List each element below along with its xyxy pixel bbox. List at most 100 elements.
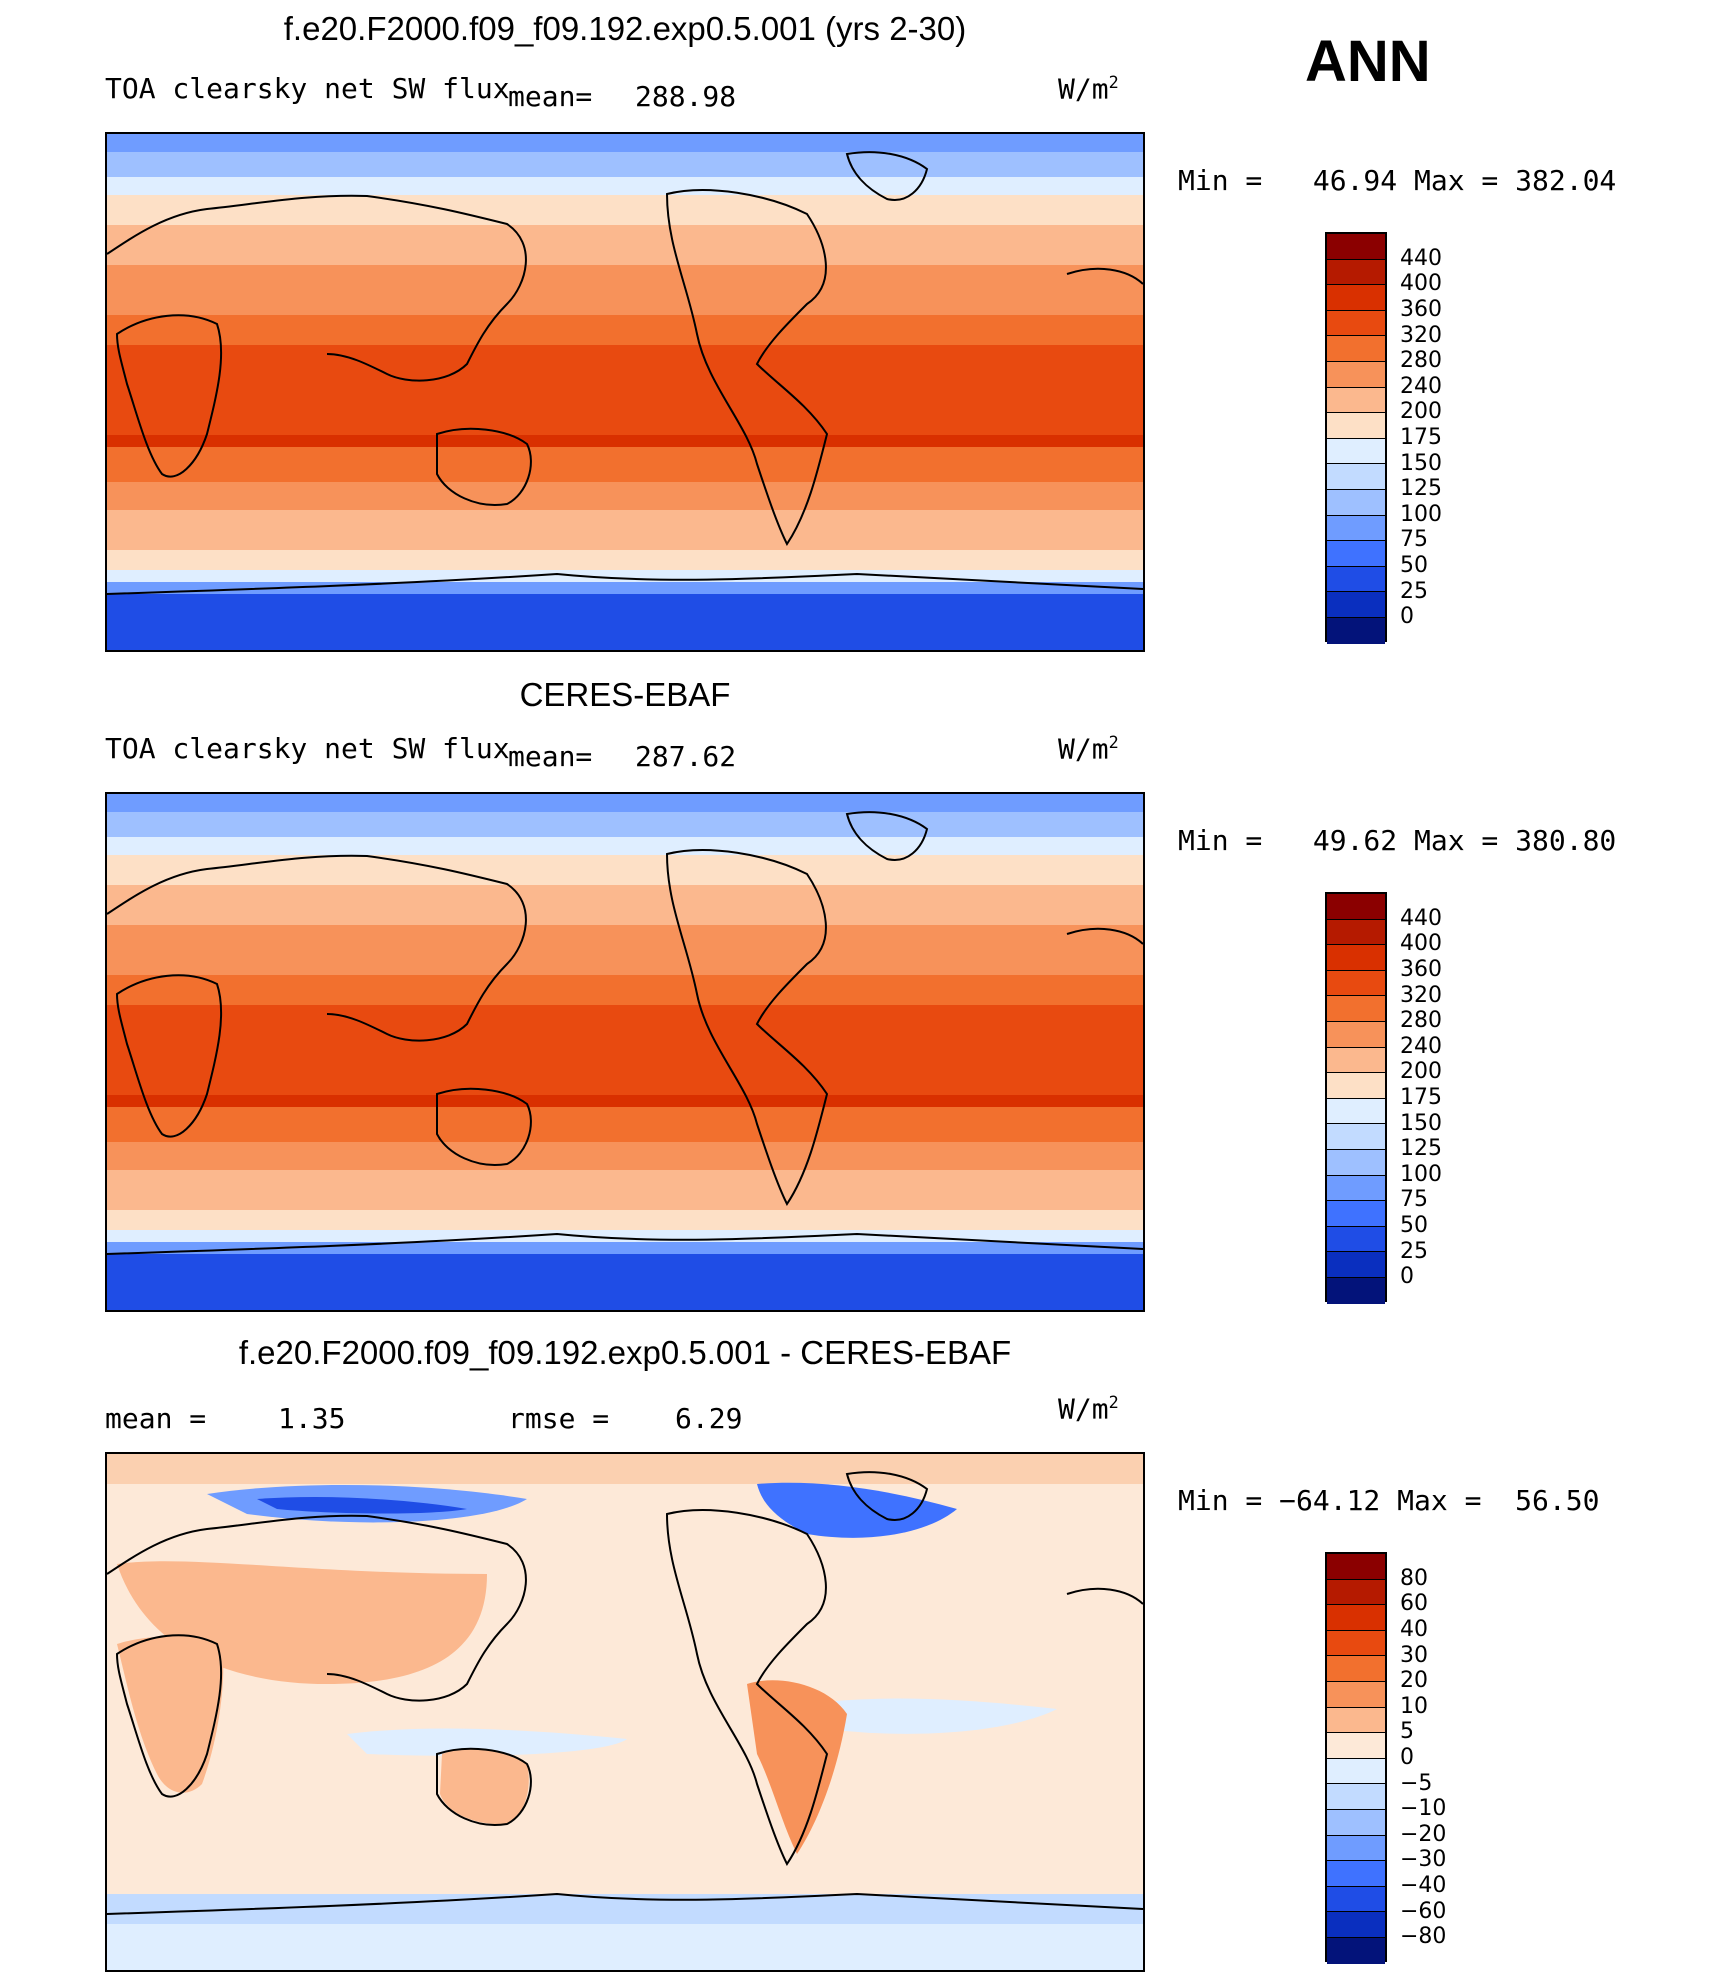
band bbox=[107, 1254, 1143, 1310]
colorbar-tick: 20 bbox=[1400, 1668, 1428, 1693]
colorbar-cell bbox=[1327, 996, 1385, 1022]
colorbar-cell bbox=[1327, 1554, 1385, 1580]
colorbar-cell bbox=[1327, 438, 1385, 465]
colorbar-cell bbox=[1327, 285, 1385, 311]
colorbar-cell bbox=[1327, 515, 1385, 542]
colorbar-tick: 40 bbox=[1400, 1617, 1428, 1642]
colorbar-tick: 75 bbox=[1400, 527, 1428, 552]
anomaly bbox=[757, 1482, 957, 1538]
colorbar-cell bbox=[1327, 464, 1385, 490]
anomaly bbox=[747, 1680, 847, 1854]
colorbar-cell bbox=[1327, 1681, 1385, 1708]
colorbar-tick: 440 bbox=[1400, 246, 1442, 271]
colorbar-cell bbox=[1327, 970, 1385, 997]
colorbar-cell bbox=[1327, 919, 1385, 946]
panel2-mean-value: 287.62 bbox=[635, 740, 737, 773]
band bbox=[107, 855, 1143, 885]
band bbox=[107, 1005, 1143, 1095]
panel2-units: W/m2 bbox=[1058, 732, 1119, 766]
colorbar-tick: −80 bbox=[1400, 1924, 1447, 1949]
band bbox=[107, 345, 1143, 435]
colorbar-cell bbox=[1327, 1021, 1385, 1048]
panel1-minmax: Min = 46.94 Max = 382.04 bbox=[1178, 164, 1617, 197]
panel1-mean-value: 288.98 bbox=[635, 80, 737, 113]
panel1-colorbar bbox=[1325, 232, 1387, 644]
band bbox=[107, 134, 1143, 152]
colorbar-cell bbox=[1327, 1201, 1385, 1227]
colorbar-tick: 240 bbox=[1400, 1034, 1442, 1059]
panel1-mean-label: mean= bbox=[508, 80, 593, 113]
colorbar-cell bbox=[1327, 1252, 1385, 1278]
band bbox=[107, 812, 1143, 837]
anomaly bbox=[347, 1728, 627, 1756]
colorbar-tick: 175 bbox=[1400, 425, 1442, 450]
band bbox=[107, 1107, 1143, 1142]
season-label: ANN bbox=[1305, 29, 1431, 94]
colorbar-cell bbox=[1327, 541, 1385, 567]
colorbar-tick: 280 bbox=[1400, 1008, 1442, 1033]
coastlines bbox=[107, 1471, 1143, 1915]
colorbar-cell bbox=[1327, 566, 1385, 593]
anomaly bbox=[807, 1698, 1057, 1734]
colorbar-tick: 150 bbox=[1400, 1111, 1442, 1136]
colorbar-cell bbox=[1327, 1912, 1385, 1938]
colorbar-cell bbox=[1327, 1630, 1385, 1657]
panel3-rmse-label: rmse = bbox=[508, 1402, 610, 1435]
band bbox=[107, 510, 1143, 550]
band bbox=[107, 975, 1143, 1005]
colorbar-cell bbox=[1327, 1124, 1385, 1150]
colorbar-tick: 175 bbox=[1400, 1085, 1442, 1110]
colorbar-cell bbox=[1327, 945, 1385, 971]
colorbar-tick: 150 bbox=[1400, 451, 1442, 476]
panel2-colorbar-labels: 440 400 360 320 280 240 200 175 150 125 … bbox=[1400, 892, 1480, 1302]
band bbox=[107, 837, 1143, 855]
panel3-minmax: Min = −64.12 Max = 56.50 bbox=[1178, 1484, 1600, 1517]
band bbox=[107, 1454, 1143, 1484]
colorbar-tick: 10 bbox=[1400, 1694, 1428, 1719]
panel2-map bbox=[105, 792, 1145, 1312]
band bbox=[107, 315, 1143, 345]
colorbar-tick: 360 bbox=[1400, 957, 1442, 982]
band bbox=[107, 1924, 1143, 1970]
band bbox=[107, 482, 1143, 510]
panel1-colorbar-labels: 440 400 360 320 280 240 200 175 150 125 … bbox=[1400, 232, 1480, 642]
colorbar-cell bbox=[1327, 1937, 1385, 1964]
band bbox=[107, 885, 1143, 925]
panel2-mean-label: mean= bbox=[508, 740, 593, 773]
colorbar-tick: 0 bbox=[1400, 1264, 1414, 1289]
band bbox=[107, 1210, 1143, 1230]
panel2-variable: TOA clearsky net SW flux bbox=[105, 732, 510, 765]
colorbar-cell bbox=[1327, 1886, 1385, 1913]
colorbar-cell bbox=[1327, 1277, 1385, 1304]
band bbox=[107, 550, 1143, 570]
colorbar-tick: 25 bbox=[1400, 579, 1428, 604]
band bbox=[107, 1170, 1143, 1210]
band bbox=[107, 1142, 1143, 1170]
colorbar-cell bbox=[1327, 1579, 1385, 1606]
panel3-title: f.e20.F2000.f09_f09.192.exp0.5.001 - CER… bbox=[238, 1334, 1012, 1371]
colorbar-cell bbox=[1327, 336, 1385, 362]
colorbar-cell bbox=[1327, 1605, 1385, 1631]
anomaly bbox=[117, 1636, 224, 1793]
colorbar-tick: 125 bbox=[1400, 1136, 1442, 1161]
colorbar-tick: 320 bbox=[1400, 983, 1442, 1008]
panel3-rmse-value: 6.29 bbox=[675, 1402, 743, 1435]
colorbar-tick: 320 bbox=[1400, 323, 1442, 348]
colorbar-cell bbox=[1327, 234, 1385, 260]
colorbar-tick: −5 bbox=[1400, 1771, 1433, 1796]
colorbar-tick: 50 bbox=[1400, 1213, 1428, 1238]
panel2-colorbar bbox=[1325, 892, 1387, 1304]
colorbar-tick: 440 bbox=[1400, 906, 1442, 931]
colorbar-tick: 0 bbox=[1400, 604, 1414, 629]
band bbox=[107, 1230, 1143, 1242]
colorbar-cell bbox=[1327, 592, 1385, 618]
colorbar-cell bbox=[1327, 1809, 1385, 1836]
colorbar-tick: 30 bbox=[1400, 1643, 1428, 1668]
panel1-variable: TOA clearsky net SW flux bbox=[105, 72, 510, 105]
colorbar-tick: −20 bbox=[1400, 1822, 1447, 1847]
panel2-title: CERES-EBAF bbox=[519, 676, 731, 713]
coastlines bbox=[107, 811, 1143, 1255]
band bbox=[107, 1095, 1143, 1107]
band bbox=[107, 570, 1143, 582]
colorbar-tick: 50 bbox=[1400, 553, 1428, 578]
